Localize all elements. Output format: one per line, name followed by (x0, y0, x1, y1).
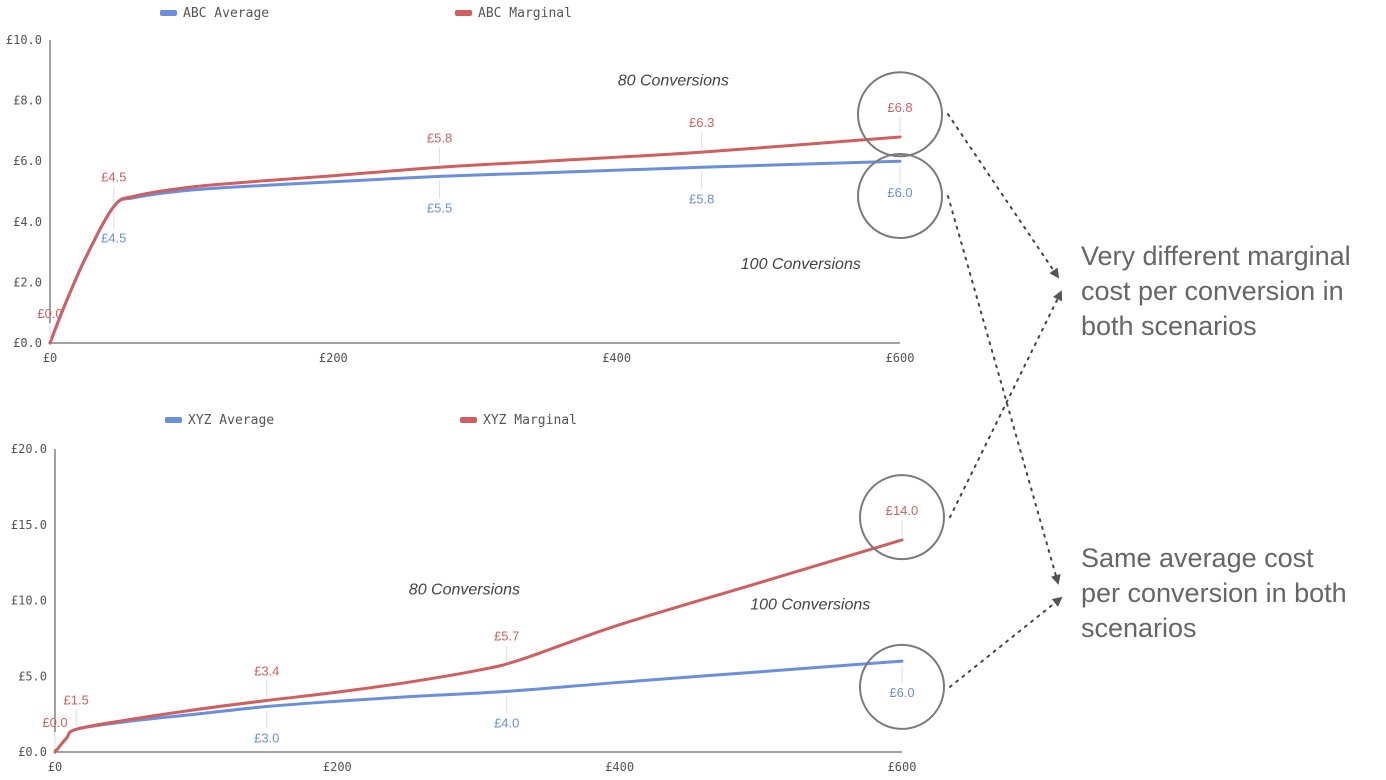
data-label-abc-marginal: £4.5 (101, 170, 126, 185)
data-label-xyz-average: £4.0 (494, 715, 519, 730)
callout-marginal: Very different marginal cost per convers… (1081, 241, 1358, 341)
data-label-abc-average: £5.8 (689, 191, 714, 206)
data-label-abc-average: £6.0 (887, 185, 912, 200)
annotation-80-conversions: 80 Conversions (409, 581, 520, 598)
y-tick-label: £2.0 (13, 275, 42, 289)
x-tick-label: £600 (886, 351, 915, 365)
legend-label-abc-average: ABC Average (183, 6, 269, 21)
annotation-100-conversions: 100 Conversions (741, 256, 861, 273)
x-tick-label: £0 (43, 351, 57, 365)
callout-marginal-line-2: cost per conversion in (1081, 276, 1344, 306)
legend-swatch-xyz-average (165, 417, 182, 423)
data-label-xyz-marginal: £0.0 (42, 715, 67, 730)
series-line-xyz-marginal (53, 538, 904, 754)
data-label-xyz-marginal: £3.4 (254, 663, 279, 678)
y-tick-label: £15.0 (11, 518, 47, 532)
callouts: Very different marginal cost per convers… (1081, 241, 1358, 643)
data-label-xyz-average: £6.0 (889, 685, 914, 700)
x-tick-label: £600 (888, 760, 917, 774)
series-line-xyz-average (53, 659, 904, 754)
y-tick-label: £20.0 (11, 442, 47, 456)
abc-chart: ABC Average ABC Marginal £0.0 £2.0 £4.0 £6.0 £… (6, 6, 943, 365)
data-label-abc-marginal: £6.3 (689, 115, 714, 130)
y-tick-label: £0.0 (13, 336, 42, 350)
highlight-circle (857, 71, 943, 158)
y-tick-label: £8.0 (13, 94, 42, 108)
y-tick-label: £10.0 (11, 594, 47, 608)
connector-arrow (949, 596, 1063, 688)
annotation-100-conversions: 100 Conversions (750, 597, 870, 614)
legend-label-xyz-marginal: XYZ Marginal (483, 413, 577, 428)
connector-arrow (949, 290, 1062, 519)
legend-swatch-abc-average (160, 10, 177, 16)
y-tick-label: £0.0 (18, 745, 47, 759)
series-line-abc-marginal (48, 135, 902, 345)
data-label-abc-average: £5.5 (427, 200, 452, 215)
xyz-chart: XYZ Average XYZ Marginal £0.0 £5.0 £10.0 £15.… (11, 413, 945, 774)
connector-arrow (947, 195, 1061, 585)
highlight-circle (859, 474, 945, 561)
y-tick-label: £4.0 (13, 215, 42, 229)
y-tick-label: £10.0 (6, 33, 42, 47)
data-label-xyz-marginal: £5.7 (494, 629, 519, 644)
data-label-xyz-marginal: £1.5 (64, 692, 89, 707)
callout-average-line-2: per conversion in both (1081, 578, 1347, 608)
x-tick-label: £400 (605, 760, 634, 774)
callout-marginal-line-1: Very different marginal (1081, 241, 1351, 271)
data-label-abc-marginal: £5.8 (427, 130, 452, 145)
data-label-abc-marginal: £6.8 (887, 100, 912, 115)
legend-label-xyz-average: XYZ Average (188, 413, 274, 428)
x-tick-label: £200 (323, 760, 352, 774)
data-label-abc-average: £4.5 (101, 231, 126, 246)
highlight-circle (857, 153, 943, 240)
connector-arrow (947, 113, 1060, 279)
callout-connectors (947, 113, 1063, 688)
data-label-xyz-average: £3.0 (254, 731, 279, 746)
data-label-xyz-marginal: £14.0 (886, 503, 919, 518)
highlight-circle (859, 643, 945, 730)
legend-swatch-abc-marginal (455, 10, 472, 16)
x-tick-label: £400 (602, 351, 631, 365)
legend-label-abc-marginal: ABC Marginal (478, 6, 572, 21)
x-tick-label: £0 (48, 760, 62, 774)
callout-marginal-line-3: both scenarios (1081, 311, 1257, 341)
callout-average-line-1: Same average cost (1081, 543, 1314, 573)
legend-swatch-xyz-marginal (460, 417, 477, 423)
y-tick-label: £6.0 (13, 154, 42, 168)
x-tick-label: £200 (319, 351, 348, 365)
callout-average-line-3: scenarios (1081, 613, 1197, 643)
callout-average: Same average cost per conversion in both… (1081, 543, 1354, 643)
data-label-abc-marginal: £0.0 (37, 306, 62, 321)
y-tick-label: £5.0 (18, 669, 47, 683)
annotation-80-conversions: 80 Conversions (618, 72, 729, 89)
